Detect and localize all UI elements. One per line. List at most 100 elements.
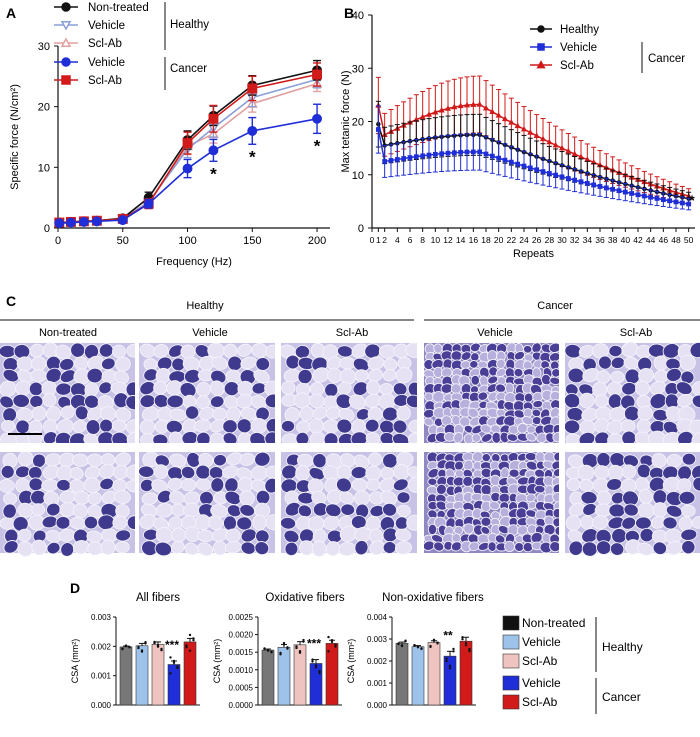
- c-fiber: [335, 477, 352, 493]
- c-fiber: [392, 478, 409, 492]
- d-data-point: [169, 672, 172, 675]
- b-data-point: [527, 129, 534, 135]
- b-data-point: [425, 111, 433, 117]
- d-data-point: [429, 644, 432, 648]
- c-fiber: [665, 504, 683, 518]
- c-micrograph-1-1: [138, 451, 283, 557]
- panel-a-line-chart: 0 10 20 30 0 50 100 150 200 Frequency (Hz) Specifi…: [9, 2, 330, 268]
- d-data-point: [263, 647, 266, 650]
- b-data-point: [520, 125, 528, 132]
- d-y-tick-label: 0.0015: [229, 648, 254, 657]
- d-subplot-2: Non-oxidative fibers 0.000 0.001 0.002 0.003…: [346, 592, 484, 710]
- b-data-point: [559, 174, 565, 180]
- d-legend-label: Scl-Ab: [522, 695, 558, 709]
- c-fiber: [113, 490, 131, 504]
- c-fiber: [60, 542, 75, 557]
- c-fiber: [99, 477, 115, 491]
- d-data-point: [464, 643, 468, 647]
- panel-c-histology: Healthy Cancer Non-treated Vehicle Scl-Ab V…: [0, 300, 700, 557]
- d-data-point: [468, 649, 471, 653]
- d-data-point: [311, 658, 314, 661]
- a-legend-label: Non-treated: [88, 2, 149, 14]
- b-x-tick-label: 46: [659, 235, 669, 245]
- a-data-point: [208, 145, 219, 156]
- c-fiber: [480, 526, 491, 535]
- a-legend-group-healthy: Healthy: [170, 19, 209, 31]
- c-fiber: [592, 515, 609, 530]
- c-fiber: [594, 394, 609, 408]
- a-x-tick-label: 150: [243, 235, 261, 247]
- b-data-point: [489, 108, 496, 115]
- c-fiber: [508, 468, 520, 478]
- a-legend-label: Scl-Ab: [88, 38, 122, 50]
- c-fiber: [195, 514, 211, 531]
- b-x-tick-label: 32: [570, 235, 580, 245]
- b-x-tick-label: 6: [408, 235, 413, 245]
- c-fiber: [691, 516, 700, 529]
- a-data-point: [54, 218, 65, 229]
- b-data-point: [407, 155, 413, 160]
- c-fiber: [0, 478, 15, 493]
- c-fiber: [3, 492, 18, 506]
- c-fiber: [477, 391, 489, 401]
- d-data-point: [327, 635, 330, 639]
- d-data-point: [144, 641, 147, 644]
- c-fiber: [467, 407, 480, 419]
- b-data-point: [558, 144, 566, 151]
- b-x-tick-label: 40: [621, 235, 631, 245]
- c-fiber: [540, 360, 550, 370]
- a-data-point: [143, 198, 154, 209]
- d-data-point: [172, 659, 176, 663]
- d-y-tick-label: 0.000: [91, 701, 112, 710]
- b-data-point: [419, 113, 426, 120]
- b-x-tick-label: 0: [370, 235, 375, 245]
- a-x-tick-label: 100: [178, 235, 196, 247]
- c-column-label: Vehicle: [192, 327, 227, 339]
- c-fiber: [323, 515, 340, 531]
- c-fiber: [598, 355, 613, 370]
- panel-label-b: B: [344, 5, 354, 21]
- c-fiber: [222, 419, 238, 434]
- c-fiber: [197, 542, 214, 557]
- d-bar: [167, 664, 181, 706]
- b-data-point: [445, 150, 451, 156]
- c-fiber: [199, 406, 215, 421]
- c-fiber: [392, 419, 408, 434]
- d-significance-stars: **: [443, 628, 453, 642]
- c-fiber: [636, 463, 652, 479]
- b-data-point: [458, 149, 464, 155]
- b-data-point: [476, 101, 483, 107]
- d-data-point: [298, 649, 302, 653]
- c-fiber: [210, 477, 225, 493]
- b-data-point: [603, 185, 609, 191]
- c-fiber: [441, 415, 453, 427]
- c-micrograph-3-0: [422, 342, 564, 445]
- c-fiber: [652, 502, 668, 518]
- c-fiber: [666, 453, 683, 468]
- c-fiber: [42, 393, 57, 408]
- b-data-point: [501, 115, 509, 122]
- c-column-label: Vehicle: [477, 327, 512, 339]
- c-fiber: [625, 539, 641, 555]
- d-bar: [395, 643, 409, 706]
- d-bar: [261, 649, 275, 706]
- b-data-point: [521, 163, 527, 169]
- b-x-tick-label: 20: [494, 235, 504, 245]
- c-fiber: [469, 360, 479, 369]
- c-fiber: [171, 540, 185, 554]
- b-data-point: [660, 197, 666, 203]
- d-y-tick-label: 0.003: [367, 635, 388, 644]
- c-fiber: [504, 540, 516, 553]
- b-data-point: [565, 176, 571, 181]
- c-fiber: [285, 354, 301, 370]
- b-data-point: [508, 119, 515, 125]
- d-y-tick-label: 0.0000: [229, 701, 254, 710]
- c-fiber: [115, 529, 132, 542]
- c-fiber: [223, 515, 237, 531]
- a-data-point: [117, 215, 128, 226]
- a-series-3: [54, 103, 322, 229]
- c-fiber: [582, 502, 598, 516]
- c-fiber: [179, 382, 197, 398]
- d-bar: [151, 643, 165, 706]
- a-significance-star: *: [210, 164, 217, 183]
